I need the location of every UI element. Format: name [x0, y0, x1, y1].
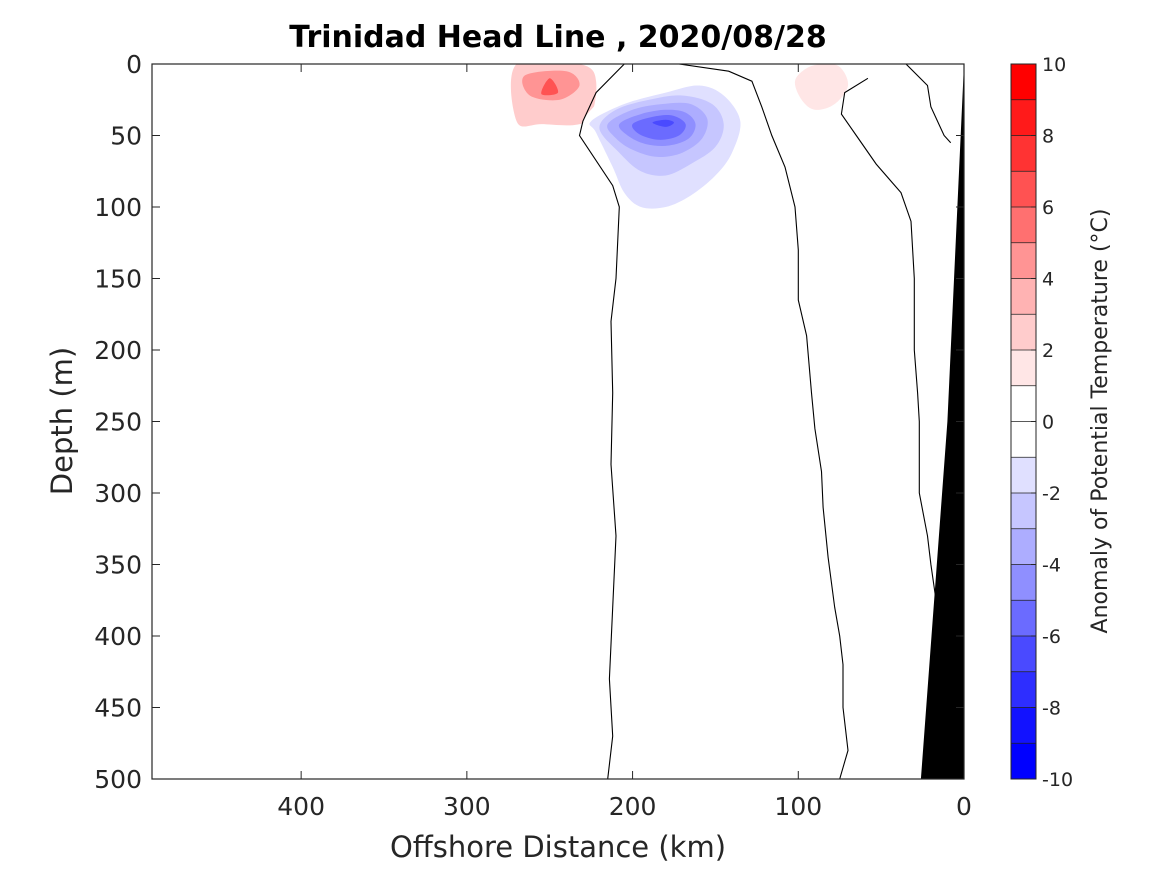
colorbar-label: Anomaly of Potential Temperature (°C)	[1088, 209, 1113, 634]
colorbar-cell	[1011, 707, 1036, 744]
colorbar-tick-label: 2	[1042, 340, 1054, 362]
contour-line-layer	[578, 64, 952, 779]
colorbar-cell	[1011, 314, 1036, 351]
colorbar-cell	[1011, 564, 1036, 601]
colorbar-cell	[1011, 636, 1036, 673]
plot-area: 400 300 200 100 0 0 50 100 150 200 250 300 350 400 45…	[94, 50, 972, 821]
colorbar-cell	[1011, 135, 1036, 172]
colorbar-tick-label: 10	[1042, 54, 1066, 76]
colorbar-cell	[1011, 242, 1036, 279]
y-tick-label: 200	[94, 336, 142, 365]
x-tick-label: 300	[443, 792, 491, 821]
zero-contour-line-1	[578, 64, 625, 779]
colorbar-cell	[1011, 171, 1036, 208]
x-tick-label: 100	[774, 792, 822, 821]
colorbar-tick-label: 6	[1042, 197, 1054, 219]
x-axis: 400 300 200 100 0	[277, 64, 972, 821]
colorbar-cell	[1011, 743, 1036, 780]
seafloor-layer	[920, 64, 964, 779]
colorbar-tick-label: 8	[1042, 126, 1054, 148]
colorbar-tick-label: 4	[1042, 269, 1054, 291]
y-tick-label: 150	[94, 265, 142, 294]
colorbar-cell	[1011, 350, 1036, 387]
y-tick-label: 500	[94, 765, 142, 794]
colorbar-cell	[1011, 207, 1036, 244]
y-tick-label: 350	[94, 551, 142, 580]
colorbar-cell	[1011, 457, 1036, 494]
colorbar-cell	[1011, 64, 1036, 101]
zero-contour-line-3	[840, 77, 940, 622]
y-axis-label: Depth (m)	[45, 347, 79, 495]
anomaly-region-5	[794, 64, 849, 110]
colorbar-cell	[1011, 493, 1036, 530]
y-tick-label: 400	[94, 622, 142, 651]
colorbar-tick-label: 0	[1042, 412, 1054, 434]
colorbar-tick-label: -2	[1042, 483, 1061, 505]
anomaly-region-12	[652, 119, 674, 127]
x-axis-label: Offshore Distance (km)	[390, 830, 726, 864]
colorbar-tick-label: -6	[1042, 626, 1061, 648]
anomaly-region-1	[510, 64, 584, 628]
x-tick-label: 200	[609, 792, 657, 821]
colorbar-cell	[1011, 421, 1036, 458]
colorbar-cell	[1011, 99, 1036, 136]
colorbar-tick-label: -10	[1042, 769, 1073, 791]
x-tick-label: 400	[277, 792, 325, 821]
chart-title: Trinidad Head Line , 2020/08/28	[289, 20, 826, 55]
zero-contour-line-2	[678, 64, 849, 779]
y-tick-label: 300	[94, 479, 142, 508]
anomaly-region-4	[541, 78, 559, 96]
y-tick-label: 50	[110, 122, 142, 151]
colorbar-cell	[1011, 528, 1036, 565]
anomaly-fill-layer	[510, 64, 849, 628]
colorbar: 10 8 6 4 2 0 -2 -4 -6 -8 -10	[1010, 54, 1073, 791]
colorbar-tick-label: -4	[1042, 555, 1061, 577]
y-tick-label: 250	[94, 408, 142, 437]
seafloor-shelf	[920, 64, 964, 779]
zero-contour-line-4	[905, 64, 952, 144]
colorbar-cell	[1011, 600, 1036, 637]
y-tick-label: 0	[126, 50, 142, 79]
colorbar-tick-label: -8	[1042, 698, 1061, 720]
x-tick-label: 0	[956, 792, 972, 821]
colorbar-cell	[1011, 671, 1036, 708]
y-tick-label: 100	[94, 193, 142, 222]
colorbar-cell	[1011, 385, 1036, 422]
colorbar-cell	[1011, 278, 1036, 315]
y-axis: 0 50 100 150 200 250 300 350 400 450 500	[94, 50, 964, 794]
y-tick-label: 450	[94, 694, 142, 723]
